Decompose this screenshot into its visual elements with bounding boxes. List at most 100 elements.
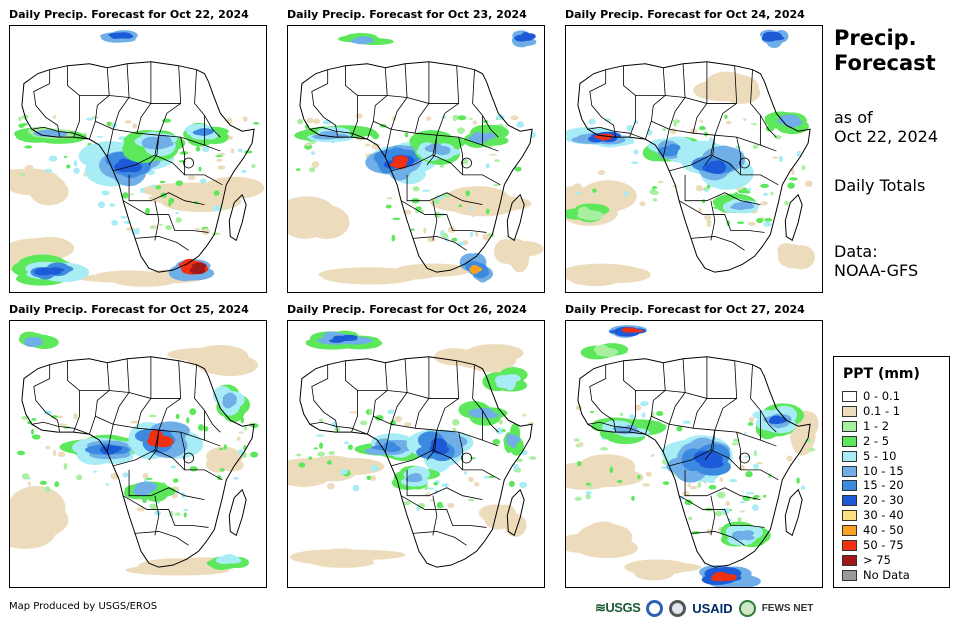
heading-line1: Precip. xyxy=(834,26,917,50)
map-credit: Map Produced by USGS/EROS xyxy=(9,601,158,612)
country-border xyxy=(345,360,358,433)
madagascar-outline xyxy=(506,488,525,537)
country-border xyxy=(400,200,487,233)
legend-label: 20 - 30 xyxy=(863,493,904,508)
legend-item: No Data xyxy=(842,568,910,583)
map-panel-oct27 xyxy=(565,320,823,588)
country-border xyxy=(645,67,666,140)
country-border xyxy=(710,495,716,536)
country-border xyxy=(180,137,186,175)
legend-label: 5 - 10 xyxy=(863,448,897,463)
legend-item: 30 - 40 xyxy=(842,509,904,523)
lake-outline xyxy=(461,452,472,464)
country-border xyxy=(148,430,160,461)
madagascar-outline xyxy=(228,193,247,242)
panel-title-oct23: Daily Precip. Forecast for Oct 23, 2024 xyxy=(287,8,527,21)
legend-swatch xyxy=(842,480,857,492)
legend-title: PPT (mm) xyxy=(843,366,920,382)
country-border xyxy=(645,362,666,435)
country-border xyxy=(662,358,686,453)
lake-outline xyxy=(739,452,750,464)
coastline xyxy=(21,61,255,273)
lake-outline xyxy=(183,157,194,169)
country-border xyxy=(736,137,742,175)
usaid-logo: USAID xyxy=(692,600,733,616)
panel-title-oct24: Daily Precip. Forecast for Oct 24, 2024 xyxy=(565,8,805,21)
country-border xyxy=(79,390,181,399)
data-source: Data: NOAA-GFS xyxy=(834,242,918,280)
country-border xyxy=(89,67,110,140)
country-border xyxy=(623,65,636,138)
country-border xyxy=(31,126,90,140)
country-border xyxy=(414,356,430,429)
country-border xyxy=(122,495,209,528)
country-border xyxy=(684,469,761,501)
country-border xyxy=(391,154,501,186)
panel-title-oct26: Daily Precip. Forecast for Oct 26, 2024 xyxy=(287,303,527,316)
country-border xyxy=(432,360,460,451)
country-border xyxy=(406,174,483,206)
country-border xyxy=(678,495,765,528)
country-border xyxy=(412,531,467,546)
map-panel-oct22 xyxy=(9,25,267,293)
madagascar-outline xyxy=(228,488,247,537)
country-border xyxy=(373,415,499,447)
country-border xyxy=(704,135,716,166)
legend-swatch xyxy=(842,465,857,477)
country-border xyxy=(736,432,742,470)
country-border xyxy=(635,95,737,104)
country-border xyxy=(113,154,223,186)
data-source-value: NOAA-GFS xyxy=(834,261,919,280)
legend-label: 40 - 50 xyxy=(863,523,904,538)
country-border xyxy=(154,200,160,241)
asof-label: as of xyxy=(834,108,873,127)
country-border xyxy=(710,360,738,451)
country-border xyxy=(106,63,130,158)
country-border xyxy=(154,360,182,451)
country-border xyxy=(367,362,388,435)
map-panel-oct26 xyxy=(287,320,545,588)
country-border xyxy=(134,236,189,251)
country-border xyxy=(67,360,80,433)
country-border xyxy=(662,63,686,158)
as-of-date: as of Oct 22, 2024 xyxy=(834,108,938,146)
country-border xyxy=(690,531,745,546)
country-border xyxy=(414,61,430,134)
country-border xyxy=(384,63,408,158)
legend-label: 30 - 40 xyxy=(863,508,904,523)
legend-item: 15 - 20 xyxy=(842,479,904,493)
country-border xyxy=(690,236,745,251)
legend-label: 50 - 75 xyxy=(863,538,904,552)
country-border xyxy=(180,432,186,470)
country-border xyxy=(704,430,716,461)
country-border xyxy=(311,69,339,138)
country-border xyxy=(412,236,467,251)
country-border xyxy=(678,200,765,233)
country-border xyxy=(309,126,368,140)
panel-title-oct25: Daily Precip. Forecast for Oct 25, 2024 xyxy=(9,303,249,316)
country-border xyxy=(432,200,438,241)
coastline xyxy=(21,356,255,568)
legend-swatch xyxy=(842,540,857,551)
country-border xyxy=(367,67,388,140)
country-border xyxy=(128,174,205,206)
map-panel-oct23 xyxy=(287,25,545,293)
legend-item: 2 - 5 xyxy=(842,434,889,449)
country-border xyxy=(136,356,152,429)
country-border xyxy=(669,154,779,186)
legend-swatch xyxy=(842,554,857,566)
country-border xyxy=(128,469,205,501)
country-border xyxy=(357,95,459,104)
country-border xyxy=(426,430,438,461)
madagascar-outline xyxy=(506,193,525,242)
fewsnet-globe-icon xyxy=(738,599,756,617)
country-border xyxy=(134,531,189,546)
lake-outline xyxy=(739,157,750,169)
madagascar-outline xyxy=(784,488,803,537)
country-border xyxy=(79,95,181,104)
map-panel-oct24 xyxy=(565,25,823,293)
panel-title-oct22: Daily Precip. Forecast for Oct 22, 2024 xyxy=(9,8,249,21)
dos-seal-icon xyxy=(669,599,687,617)
fewsnet-logo: FEWS NET xyxy=(761,602,814,614)
